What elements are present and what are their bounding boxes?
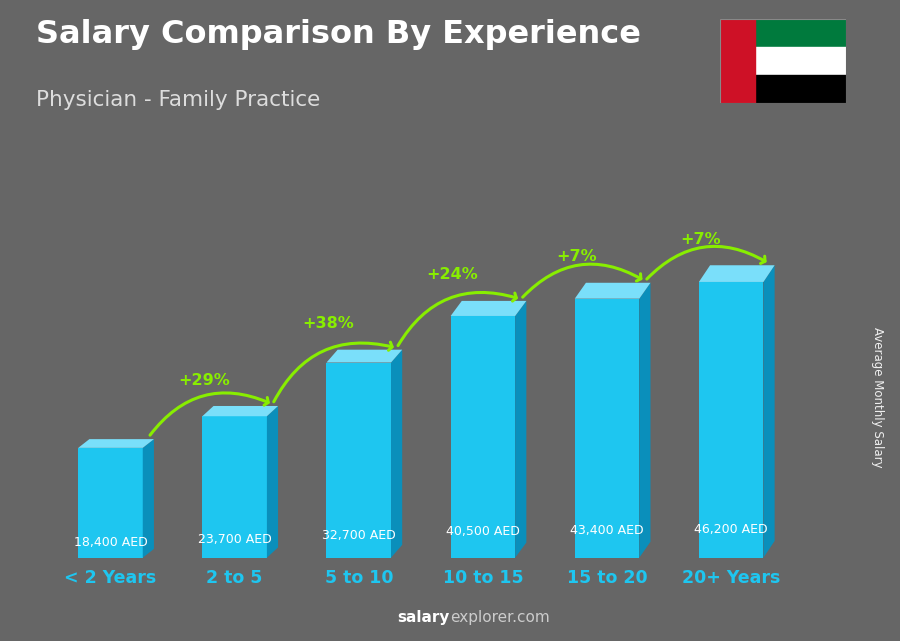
Polygon shape bbox=[202, 406, 278, 416]
Polygon shape bbox=[78, 448, 143, 558]
Polygon shape bbox=[699, 282, 763, 558]
Text: 32,700 AED: 32,700 AED bbox=[322, 529, 396, 542]
Bar bbox=[720, 19, 846, 47]
Text: +7%: +7% bbox=[556, 249, 597, 264]
Text: 23,700 AED: 23,700 AED bbox=[198, 533, 272, 546]
Polygon shape bbox=[699, 265, 775, 282]
Polygon shape bbox=[639, 283, 651, 558]
Polygon shape bbox=[143, 439, 154, 558]
Text: +24%: +24% bbox=[427, 267, 479, 283]
Polygon shape bbox=[575, 283, 651, 299]
Text: Salary Comparison By Experience: Salary Comparison By Experience bbox=[36, 19, 641, 50]
Bar bbox=[720, 75, 846, 103]
Text: Average Monthly Salary: Average Monthly Salary bbox=[871, 327, 884, 468]
Polygon shape bbox=[267, 406, 278, 558]
Text: +7%: +7% bbox=[680, 232, 721, 247]
Polygon shape bbox=[515, 301, 526, 558]
Text: Physician - Family Practice: Physician - Family Practice bbox=[36, 90, 320, 110]
Text: 18,400 AED: 18,400 AED bbox=[74, 536, 148, 549]
Bar bbox=[720, 47, 846, 75]
Polygon shape bbox=[451, 301, 526, 316]
Bar bbox=[720, 19, 754, 103]
Polygon shape bbox=[327, 350, 402, 363]
Text: explorer.com: explorer.com bbox=[450, 610, 550, 625]
Polygon shape bbox=[78, 439, 154, 448]
Polygon shape bbox=[202, 416, 267, 558]
Polygon shape bbox=[575, 299, 639, 558]
Text: salary: salary bbox=[398, 610, 450, 625]
Text: +29%: +29% bbox=[178, 372, 230, 388]
Text: 43,400 AED: 43,400 AED bbox=[571, 524, 644, 537]
Text: 40,500 AED: 40,500 AED bbox=[446, 526, 520, 538]
Text: +38%: +38% bbox=[302, 316, 355, 331]
Polygon shape bbox=[327, 363, 391, 558]
Polygon shape bbox=[391, 350, 402, 558]
Polygon shape bbox=[763, 265, 775, 558]
Polygon shape bbox=[451, 316, 515, 558]
Text: 46,200 AED: 46,200 AED bbox=[695, 522, 768, 536]
